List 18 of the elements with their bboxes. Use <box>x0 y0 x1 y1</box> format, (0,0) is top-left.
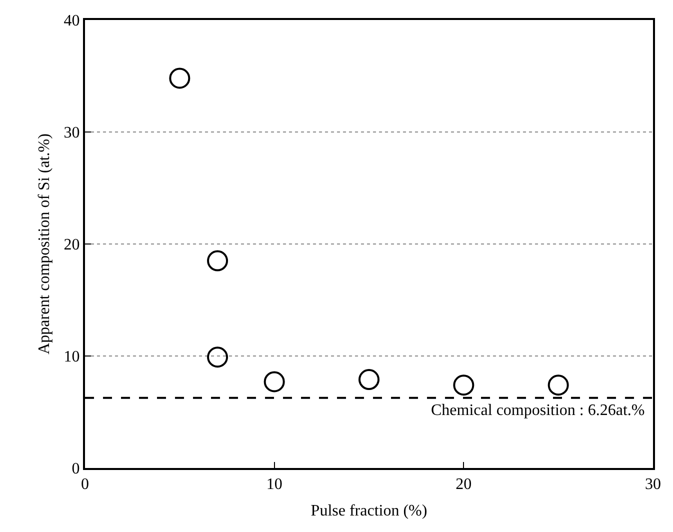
point <box>548 374 569 396</box>
x-tick-label: 20 <box>456 476 472 494</box>
y-tick-label: 10 <box>64 348 80 366</box>
point <box>207 346 228 368</box>
y-tick-label: 40 <box>64 12 80 30</box>
point <box>169 68 190 89</box>
y-axis-title: Apparent composition of Si (at.%) <box>36 134 54 354</box>
x-axis-title: Pulse fraction (%) <box>310 502 428 520</box>
ref-line-label: Chemical composition : 6.26at.% <box>431 402 645 419</box>
point <box>264 371 285 392</box>
x-tick-label: 10 <box>266 476 282 494</box>
point <box>207 250 228 272</box>
point <box>358 369 380 390</box>
y-tick-label: 30 <box>64 124 80 142</box>
y-tick-label: 0 <box>72 460 80 478</box>
y-tick-label: 20 <box>64 236 80 254</box>
x-tick-label: 30 <box>645 476 661 494</box>
point <box>453 374 474 396</box>
